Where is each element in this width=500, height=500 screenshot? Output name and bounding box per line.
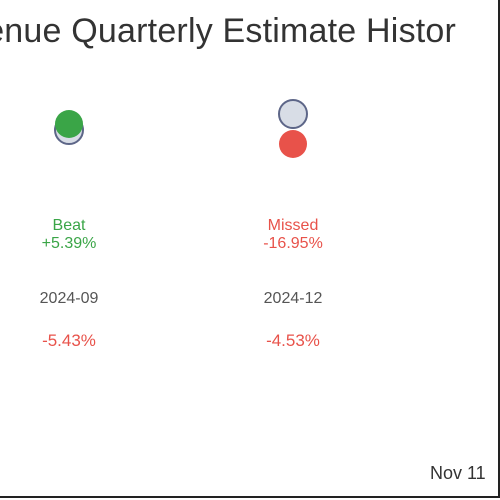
period-label: 2024-12 [263, 290, 323, 307]
actual-dot-2024-09 [55, 110, 83, 138]
status-label: Missed [267, 217, 319, 234]
surprise-label: +5.39% [41, 235, 97, 252]
growth-label: -5.43% [42, 331, 96, 350]
period-label: 20 [437, 290, 498, 308]
footer-date: Nov 11 [430, 463, 486, 483]
period-column: Beat +5.39% 2024-09 -5.43% [0, 217, 149, 350]
growth-label: -4.53% [266, 331, 320, 350]
estimate-dot-2024-12 [278, 99, 308, 129]
growth-label: -2 [437, 331, 498, 351]
chart-title: venue Quarterly Estimate Histor [0, 12, 457, 50]
surprise-label: -16.95% [263, 235, 323, 252]
surprise-label: - [437, 235, 498, 253]
period-column: Missed -16.95% 2024-12 -4.53% [213, 217, 373, 350]
period-label: 2024-09 [39, 290, 99, 307]
status-label: Beat [52, 217, 86, 234]
period-column: M-20-2 [437, 217, 498, 253]
status-label: M [437, 217, 498, 235]
actual-dot-2024-12 [279, 130, 307, 158]
